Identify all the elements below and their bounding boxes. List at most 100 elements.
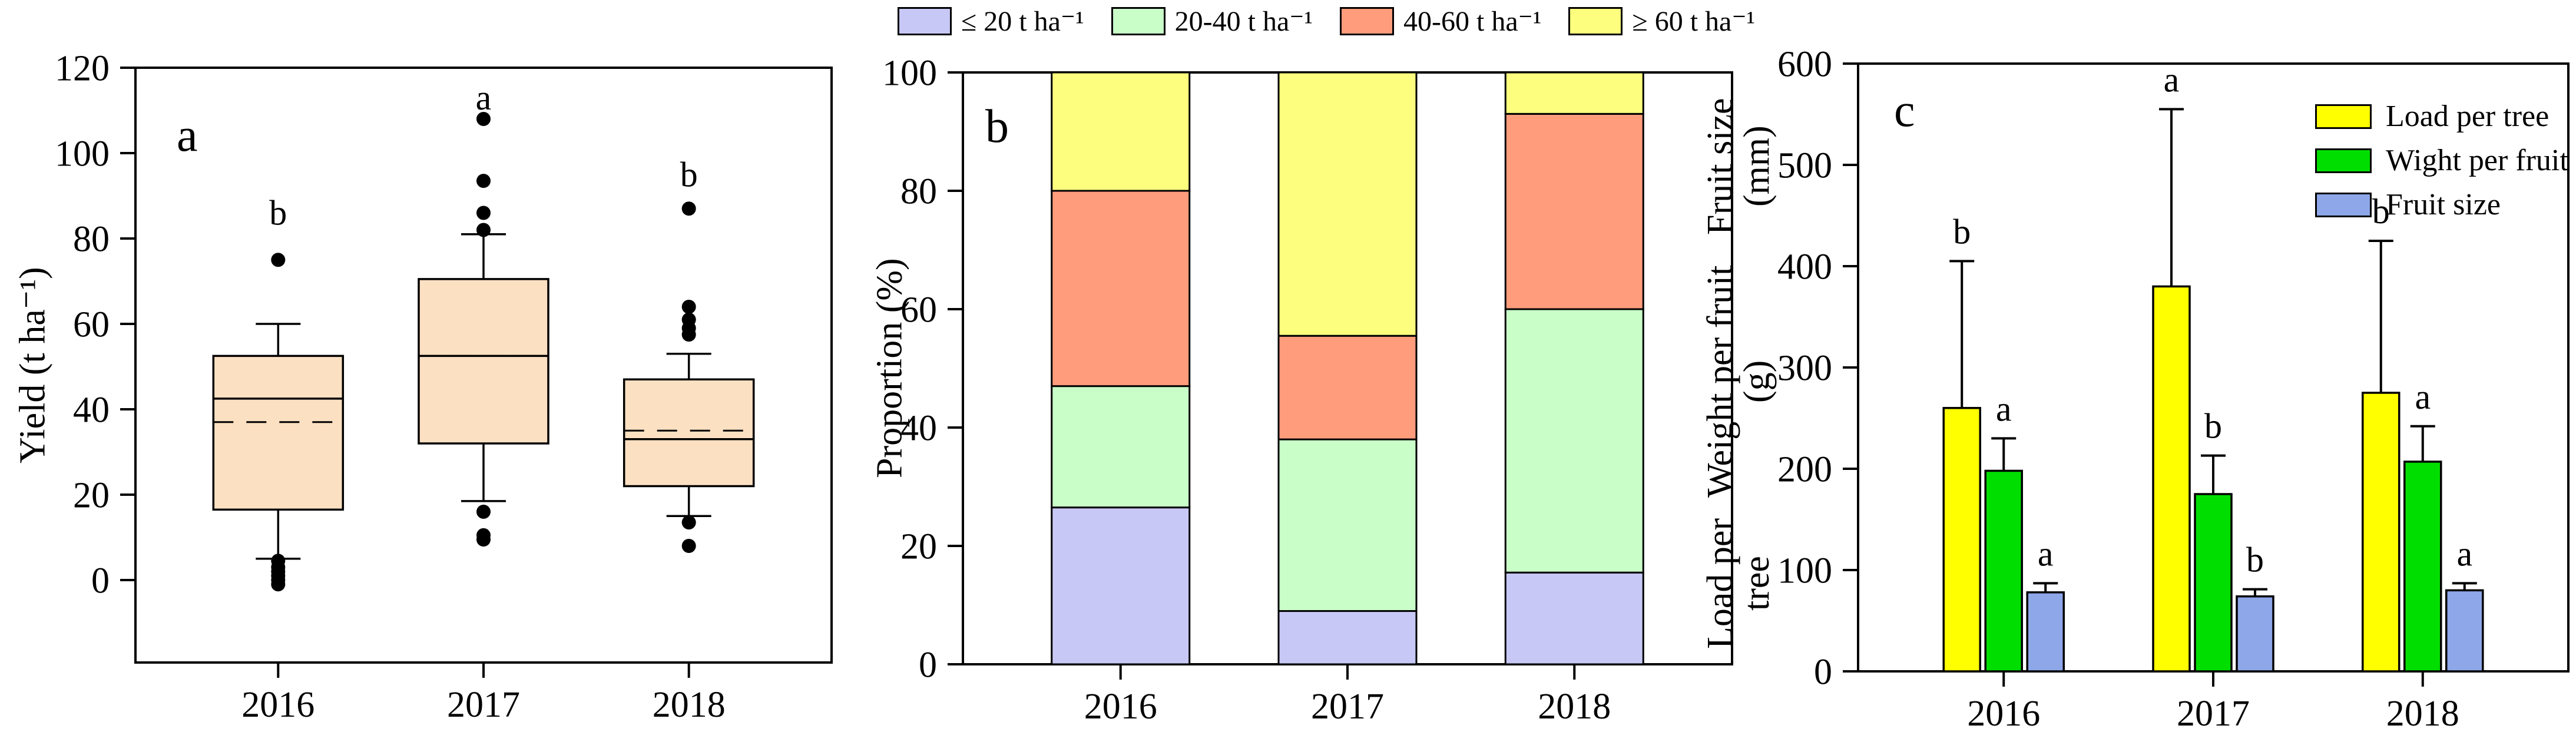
y-axis-tick-label: 20 [900, 527, 937, 567]
iqr-box [623, 378, 755, 488]
outlier-dot [476, 532, 491, 547]
legend-item: 40-60 t ha⁻¹ [1340, 5, 1541, 38]
outlier-dot [271, 577, 286, 592]
y-axis-tick-label: 600 [1777, 45, 1832, 85]
significance-letter: b [1953, 212, 1971, 251]
x-axis-category-label: 2017 [1311, 687, 1384, 727]
significance-letter: a [1996, 389, 2012, 428]
outlier-dot [476, 505, 491, 519]
bar-fruit-size [2026, 591, 2065, 673]
x-axis-category-label: 2017 [447, 685, 520, 725]
bar-load-per-tree [2362, 392, 2400, 673]
panel-letter-c: c [1894, 85, 1915, 137]
legend-panel-c: Load per tree Wight per fruit Fruit size [2315, 99, 2568, 222]
legend-label: ≥ 60 t ha⁻¹ [1632, 6, 1756, 37]
stack-segment [1051, 71, 1191, 192]
legend-swatch [1568, 7, 1623, 35]
significance-letter: a [2038, 534, 2054, 573]
legend-panel-b: ≤ 20 t ha⁻¹ 20-40 t ha⁻¹ 40-60 t ha⁻¹ ≥ 60 … [897, 5, 1755, 38]
bar-load-per-tree [2152, 285, 2191, 673]
x-axis-category-label: 2018 [1538, 687, 1611, 727]
x-axis-category-label: 2017 [2177, 694, 2250, 732]
y-axis-tick-label: 0 [919, 645, 937, 685]
legend-item: ≥ 60 t ha⁻¹ [1568, 5, 1755, 38]
grouped-bar-canvas: 0 100 200 300 400 500 600 2016 2017 2018 b a a a b b b a a [1777, 45, 2570, 732]
bar-wight-per-fruit [1984, 469, 2023, 673]
y-axis-tick-label: 80 [73, 220, 110, 260]
legend-swatch [1340, 7, 1394, 35]
legend-label: 40-60 t ha⁻¹ [1403, 6, 1542, 37]
y-axis-tick-label: 80 [900, 172, 937, 212]
panel-letter-b: b [985, 101, 1009, 153]
legend-label: Wight per fruit [2386, 144, 2568, 177]
y-axis-label-line-2: Weight per fruit (g) [1700, 266, 1777, 498]
bar-wight-per-fruit [2403, 461, 2442, 673]
y-axis-tick-label: 20 [73, 476, 110, 516]
stack-segment [1277, 71, 1418, 337]
x-axis-category-label: 2016 [241, 685, 314, 725]
y-axis-tick-label: 40 [900, 409, 937, 449]
legend-item: Load per tree [2315, 99, 2568, 134]
outlier-dot [271, 253, 286, 267]
x-axis-category-label: 2016 [1967, 694, 2040, 732]
iqr-box [212, 355, 345, 511]
y-axis-label-line-1: Load per tree [1700, 518, 1777, 649]
legend-swatch [897, 7, 952, 35]
significance-letter: b [269, 194, 287, 233]
stacked-bar-2018 [1504, 71, 1644, 665]
bar-fruit-size [2445, 589, 2484, 673]
y-axis-tick-label: 100 [55, 134, 110, 174]
y-axis-label-line-3: Fruit size (mm) [1700, 98, 1777, 235]
y-axis-label-proportion: Proportion (%) [869, 258, 910, 478]
y-axis-tick-label: 100 [882, 54, 937, 94]
panel-a-yield-boxplot: a Yield (t ha⁻¹) 0 20 40 60 80 100 120 2016 2017… [0, 0, 859, 732]
bar-fruit-size [2236, 595, 2274, 673]
significance-letter: a [2415, 377, 2431, 416]
stacked-bar-canvas: 0 20 40 60 80 100 2016 2017 2018 [882, 54, 1733, 727]
y-axis-tick-label: 0 [91, 561, 110, 601]
y-axis-tick-label: 0 [1814, 652, 1832, 693]
outlier-dot [681, 300, 696, 314]
legend-swatch [1111, 7, 1166, 35]
outlier-dot [681, 515, 696, 530]
stack-segment [1277, 334, 1418, 440]
stack-segment [1504, 71, 1644, 115]
outlier-dot [681, 201, 696, 216]
legend-swatch [2315, 192, 2372, 217]
stack-segment [1504, 112, 1644, 310]
legend-item: ≤ 20 t ha⁻¹ [897, 5, 1084, 38]
significance-letter: b [2372, 192, 2390, 231]
stack-segment [1051, 385, 1191, 509]
panel-letter-a: a [177, 110, 198, 161]
legend-label: Fruit size [2386, 188, 2501, 221]
significance-letter: a [476, 78, 492, 117]
stacked-bar-2017 [1277, 71, 1418, 665]
stack-segment [1277, 438, 1418, 612]
legend-item: Wight per fruit [2315, 143, 2568, 178]
outlier-dot [681, 312, 696, 327]
legend-swatch [2315, 148, 2372, 173]
stack-segment [1504, 308, 1644, 574]
bar-group-2016 [1942, 260, 2065, 673]
bar-group-2018 [2362, 240, 2484, 673]
x-axis-category-label: 2018 [653, 685, 726, 725]
y-axis-tick-label: 60 [900, 290, 937, 330]
y-axis-tick-label: 120 [55, 49, 110, 89]
stack-segment [1277, 610, 1418, 665]
y-axis-label-fruit-metrics: Load per tree Weight per fruit (g) Fruit… [1680, 71, 1797, 665]
significance-letter: b [2204, 407, 2222, 446]
stack-segment [1504, 571, 1644, 665]
legend-label: 20-40 t ha⁻¹ [1174, 6, 1313, 37]
significance-letter: b [680, 155, 698, 194]
box-2018 [623, 201, 755, 553]
panel-b-proportion-stacked-bars: ≤ 20 t ha⁻¹ 20-40 t ha⁻¹ 40-60 t ha⁻¹ ≥ 60 … [859, 0, 1756, 732]
outlier-dot [476, 112, 491, 126]
stacked-bar-2016 [1051, 71, 1191, 665]
y-axis-tick-label: 60 [73, 305, 110, 345]
y-axis-label-yield: Yield (t ha⁻¹) [12, 267, 53, 463]
boxplot-canvas: 0 20 40 60 80 100 120 2016 2017 2018 b a b [55, 49, 833, 725]
significance-letter: b [2246, 541, 2264, 579]
x-axis-category-label: 2018 [2386, 694, 2459, 732]
box-2017 [418, 112, 549, 547]
